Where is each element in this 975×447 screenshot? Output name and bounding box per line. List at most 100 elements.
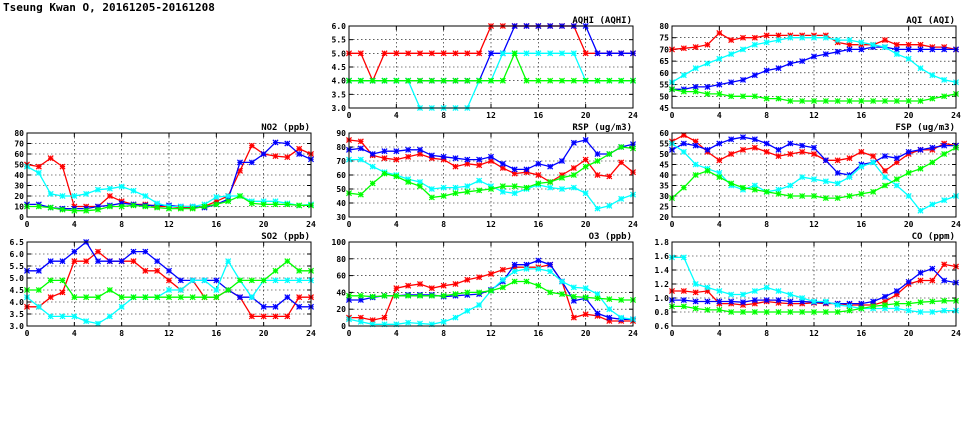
data-point: [94, 206, 102, 213]
chart-panel: O3 (ppb) 0 20 40 60 80 100 0 4 8 12 16 20 24: [332, 232, 638, 338]
x-tick-label: 0: [25, 220, 30, 229]
data-point: [810, 150, 818, 158]
data-point: [881, 37, 889, 44]
data-point: [739, 146, 747, 153]
data-point: [523, 184, 530, 191]
data-point: [606, 314, 613, 321]
data-point: [487, 287, 495, 294]
data-point: [893, 305, 900, 312]
data-point: [236, 277, 244, 284]
y-tick-label: 90: [336, 129, 346, 138]
x-tick-label: 0: [670, 111, 675, 120]
data-point: [71, 313, 78, 320]
data-point: [739, 76, 747, 83]
data-point: [71, 294, 78, 301]
data-point: [177, 286, 184, 294]
data-point: [296, 303, 303, 310]
data-point: [846, 97, 853, 104]
data-point: [535, 282, 542, 289]
data-point: [393, 77, 400, 84]
data-point: [47, 277, 54, 284]
y-tick-label: 0: [341, 322, 346, 331]
data-point: [405, 153, 412, 160]
data-point: [716, 81, 723, 88]
data-point: [704, 306, 711, 313]
data-point: [452, 163, 459, 170]
data-point: [476, 177, 483, 184]
data-point: [47, 204, 54, 211]
data-point: [822, 51, 829, 58]
y-tick-label: 5.0: [332, 49, 347, 58]
x-tick-label: 20: [581, 111, 591, 120]
data-point: [381, 50, 388, 57]
y-tick-label: 3.5: [10, 310, 25, 319]
x-tick-label: 24: [951, 329, 961, 338]
data-point: [692, 289, 699, 296]
data-point: [284, 313, 291, 320]
data-point: [739, 291, 747, 298]
data-point: [775, 308, 782, 316]
y-tick-label: 25: [659, 203, 669, 212]
data-point: [547, 163, 554, 170]
x-tick-label: 4: [394, 220, 399, 229]
data-point: [476, 187, 483, 194]
data-point: [834, 97, 841, 104]
data-point: [751, 34, 758, 41]
data-point: [594, 205, 601, 212]
x-tick-label: 0: [347, 329, 352, 338]
x-tick-label: 24: [628, 111, 638, 120]
data-point: [499, 284, 506, 291]
data-point: [728, 51, 735, 58]
data-point: [296, 277, 303, 284]
x-tick-label: 4: [394, 111, 399, 120]
data-point: [476, 77, 483, 84]
x-tick-label: 0: [670, 329, 675, 338]
data-point: [154, 294, 161, 301]
data-point: [369, 150, 376, 158]
y-tick-label: 40: [336, 288, 346, 297]
data-point: [846, 192, 853, 200]
data-point: [142, 267, 149, 274]
data-point: [487, 77, 495, 84]
data-point: [106, 258, 113, 265]
data-point: [870, 159, 877, 166]
data-point: [618, 77, 625, 84]
data-point: [369, 77, 376, 84]
data-point: [751, 287, 758, 295]
x-tick-label: 16: [212, 329, 222, 338]
data-point: [680, 140, 687, 147]
plot-frame: [671, 25, 957, 109]
data-point: [870, 298, 877, 305]
data-point: [35, 267, 42, 274]
data-point: [165, 277, 173, 284]
data-point: [440, 77, 447, 84]
data-point: [858, 97, 865, 104]
data-point: [929, 144, 936, 151]
data-point: [822, 178, 829, 185]
data-point: [594, 50, 601, 57]
data-point: [499, 266, 506, 273]
data-point: [799, 142, 806, 149]
data-point: [858, 300, 865, 307]
data-point: [893, 155, 900, 162]
data-point: [893, 182, 900, 189]
plot-frame: [671, 132, 957, 218]
data-point: [225, 192, 232, 200]
data-point: [47, 294, 54, 301]
y-tick-label: 75: [659, 34, 669, 43]
data-point: [680, 72, 687, 79]
data-point: [594, 171, 601, 179]
data-point: [213, 294, 220, 301]
data-point: [881, 167, 889, 174]
data-point: [393, 285, 400, 292]
data-point: [357, 191, 364, 198]
data-point: [728, 136, 735, 143]
data-point: [787, 298, 794, 305]
y-tick-label: 1.0: [655, 294, 670, 303]
data-point: [452, 50, 459, 57]
data-point: [118, 203, 125, 210]
data-point: [381, 170, 388, 177]
data-point: [393, 292, 400, 299]
data-point: [547, 50, 554, 57]
y-tick-label: 60: [659, 129, 669, 138]
